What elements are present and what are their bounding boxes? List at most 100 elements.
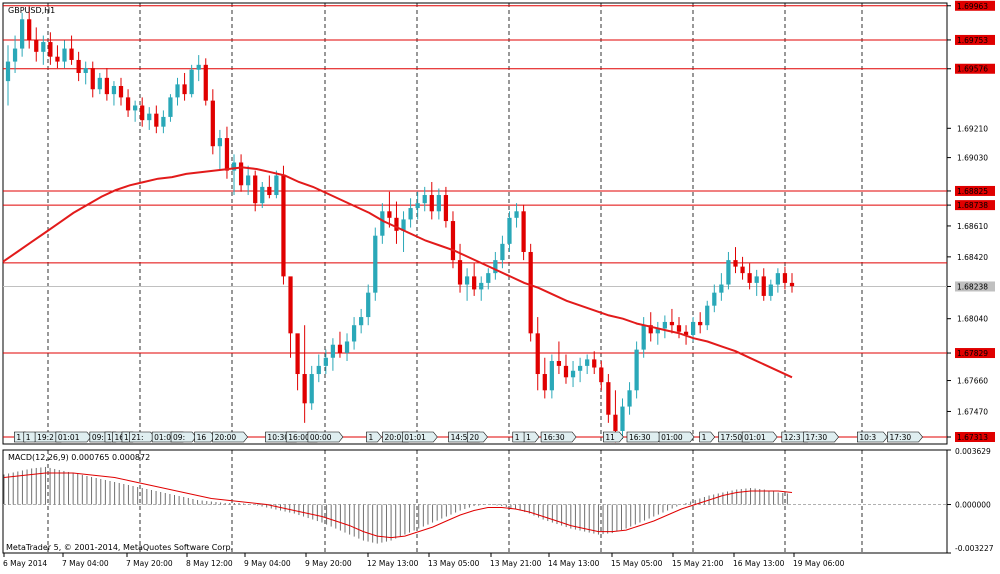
candle-body <box>323 357 328 366</box>
trade-tag-label: 17:30 <box>890 433 912 442</box>
trade-tag-label: 01:01 <box>58 433 80 442</box>
trade-tag-label: 01:00 <box>661 433 683 442</box>
macd-pane <box>2 449 948 554</box>
trade-tag <box>741 431 778 443</box>
trade-tag-label: 01:01 <box>404 433 426 442</box>
candle-body <box>133 105 138 111</box>
candle-body <box>309 374 314 404</box>
candle-body <box>464 276 470 285</box>
trade-tag-label: 1 <box>526 433 531 442</box>
trade-tag-label: 10:3 <box>859 433 876 442</box>
x-tick-label: 8 May 12:00 <box>186 559 233 568</box>
y-tick-label: 1.69753 <box>957 36 988 45</box>
trade-tag-label: 1 <box>368 433 373 442</box>
candle-body <box>76 59 81 73</box>
candle-body <box>62 48 67 62</box>
y-tick-label: 1.67829 <box>957 349 988 358</box>
trade-tag <box>467 431 488 443</box>
candle-body <box>69 48 74 60</box>
candle-body <box>203 64 208 101</box>
trade-tag-label: 20:00 <box>215 433 237 442</box>
candle-body <box>238 162 244 186</box>
trade-tag-label: 1 <box>515 433 520 442</box>
x-tick-label: 13 May 05:00 <box>428 559 480 568</box>
y-tick-label: 1.68238 <box>957 282 988 291</box>
candle-body <box>754 276 759 283</box>
candle-body <box>507 217 512 244</box>
moving-average-line <box>2 166 793 379</box>
candle-body <box>210 100 215 147</box>
y-tick-label: 1.68420 <box>957 253 988 262</box>
candle-body <box>775 273 780 285</box>
x-tick-label: 7 May 20:00 <box>126 559 173 568</box>
x-tick-label: 15 May 05:00 <box>611 559 663 568</box>
candle-body <box>655 328 660 334</box>
candle-body <box>634 349 639 391</box>
candle-body <box>224 138 230 171</box>
candle-body <box>782 273 788 283</box>
price-label-box <box>955 432 995 443</box>
trade-tag-label: 16 <box>115 433 125 442</box>
candle-body <box>27 19 32 41</box>
candle-body <box>676 325 682 332</box>
candle-body <box>443 195 449 222</box>
candle-body <box>175 84 180 98</box>
trade-tag-label: 19:2 <box>37 433 54 442</box>
candle-body <box>493 260 498 274</box>
candle-body <box>12 48 18 62</box>
trade-tag <box>540 431 577 443</box>
x-tick-label: 13 May 21:00 <box>490 559 542 568</box>
y-tick-label: 1.69576 <box>957 65 988 74</box>
price-label-box <box>955 200 995 211</box>
candle-body <box>747 273 752 283</box>
trade-tag <box>212 431 248 443</box>
trade-tag <box>857 431 888 443</box>
candle-body <box>401 219 406 231</box>
candle-body <box>514 211 519 218</box>
price-label-box <box>955 34 995 45</box>
x-tick-label: 16 May 13:00 <box>733 559 785 568</box>
candle-body <box>705 305 710 326</box>
candle-body <box>542 374 547 391</box>
candle-body <box>373 235 378 293</box>
candle-body <box>662 321 667 329</box>
trade-tag <box>402 431 438 443</box>
candle-body <box>521 211 526 252</box>
trade-tag-label: 1 <box>26 433 31 442</box>
candle-body <box>415 203 420 209</box>
trade-tag-label: 1 <box>16 433 21 442</box>
candle-body <box>366 292 371 318</box>
candle-body <box>295 333 300 375</box>
candle-body <box>118 85 124 98</box>
trade-tag-label: 10:30 <box>267 433 289 442</box>
candle-body <box>41 42 46 52</box>
trade-tag <box>887 431 923 443</box>
trade-tag-label: 00:00 <box>310 433 332 442</box>
candle-body <box>726 260 731 285</box>
candle-body <box>450 221 456 261</box>
candle-body <box>189 69 194 95</box>
trade-tag-label: 1 <box>124 433 129 442</box>
macd-signal-line <box>3 472 793 539</box>
trade-tag-label: 12:3 <box>784 433 801 442</box>
trade-tag-label: 01:01 <box>154 433 176 442</box>
candle-body <box>429 195 434 212</box>
candle-body <box>351 325 357 342</box>
candle-body <box>394 217 399 231</box>
price-label-box <box>955 185 995 196</box>
candle-body <box>359 317 364 326</box>
candle-body <box>154 113 159 127</box>
trade-tag-label: 1 <box>107 433 112 442</box>
copyright-text: MetaTrader 5, © 2001-2014, MetaQuotes So… <box>6 543 233 552</box>
candle-body <box>486 273 491 283</box>
price-label-box <box>955 281 995 292</box>
y-tick-label: 1.67313 <box>957 433 988 442</box>
x-tick-label: 7 May 04:00 <box>62 559 109 568</box>
candle-body <box>111 85 117 95</box>
candle-body <box>125 97 131 111</box>
chart-title: GBPUSD,H1 <box>8 6 55 15</box>
candle-body <box>83 68 88 73</box>
trade-tag-label: 21: <box>131 433 143 442</box>
trade-tag <box>55 431 92 443</box>
